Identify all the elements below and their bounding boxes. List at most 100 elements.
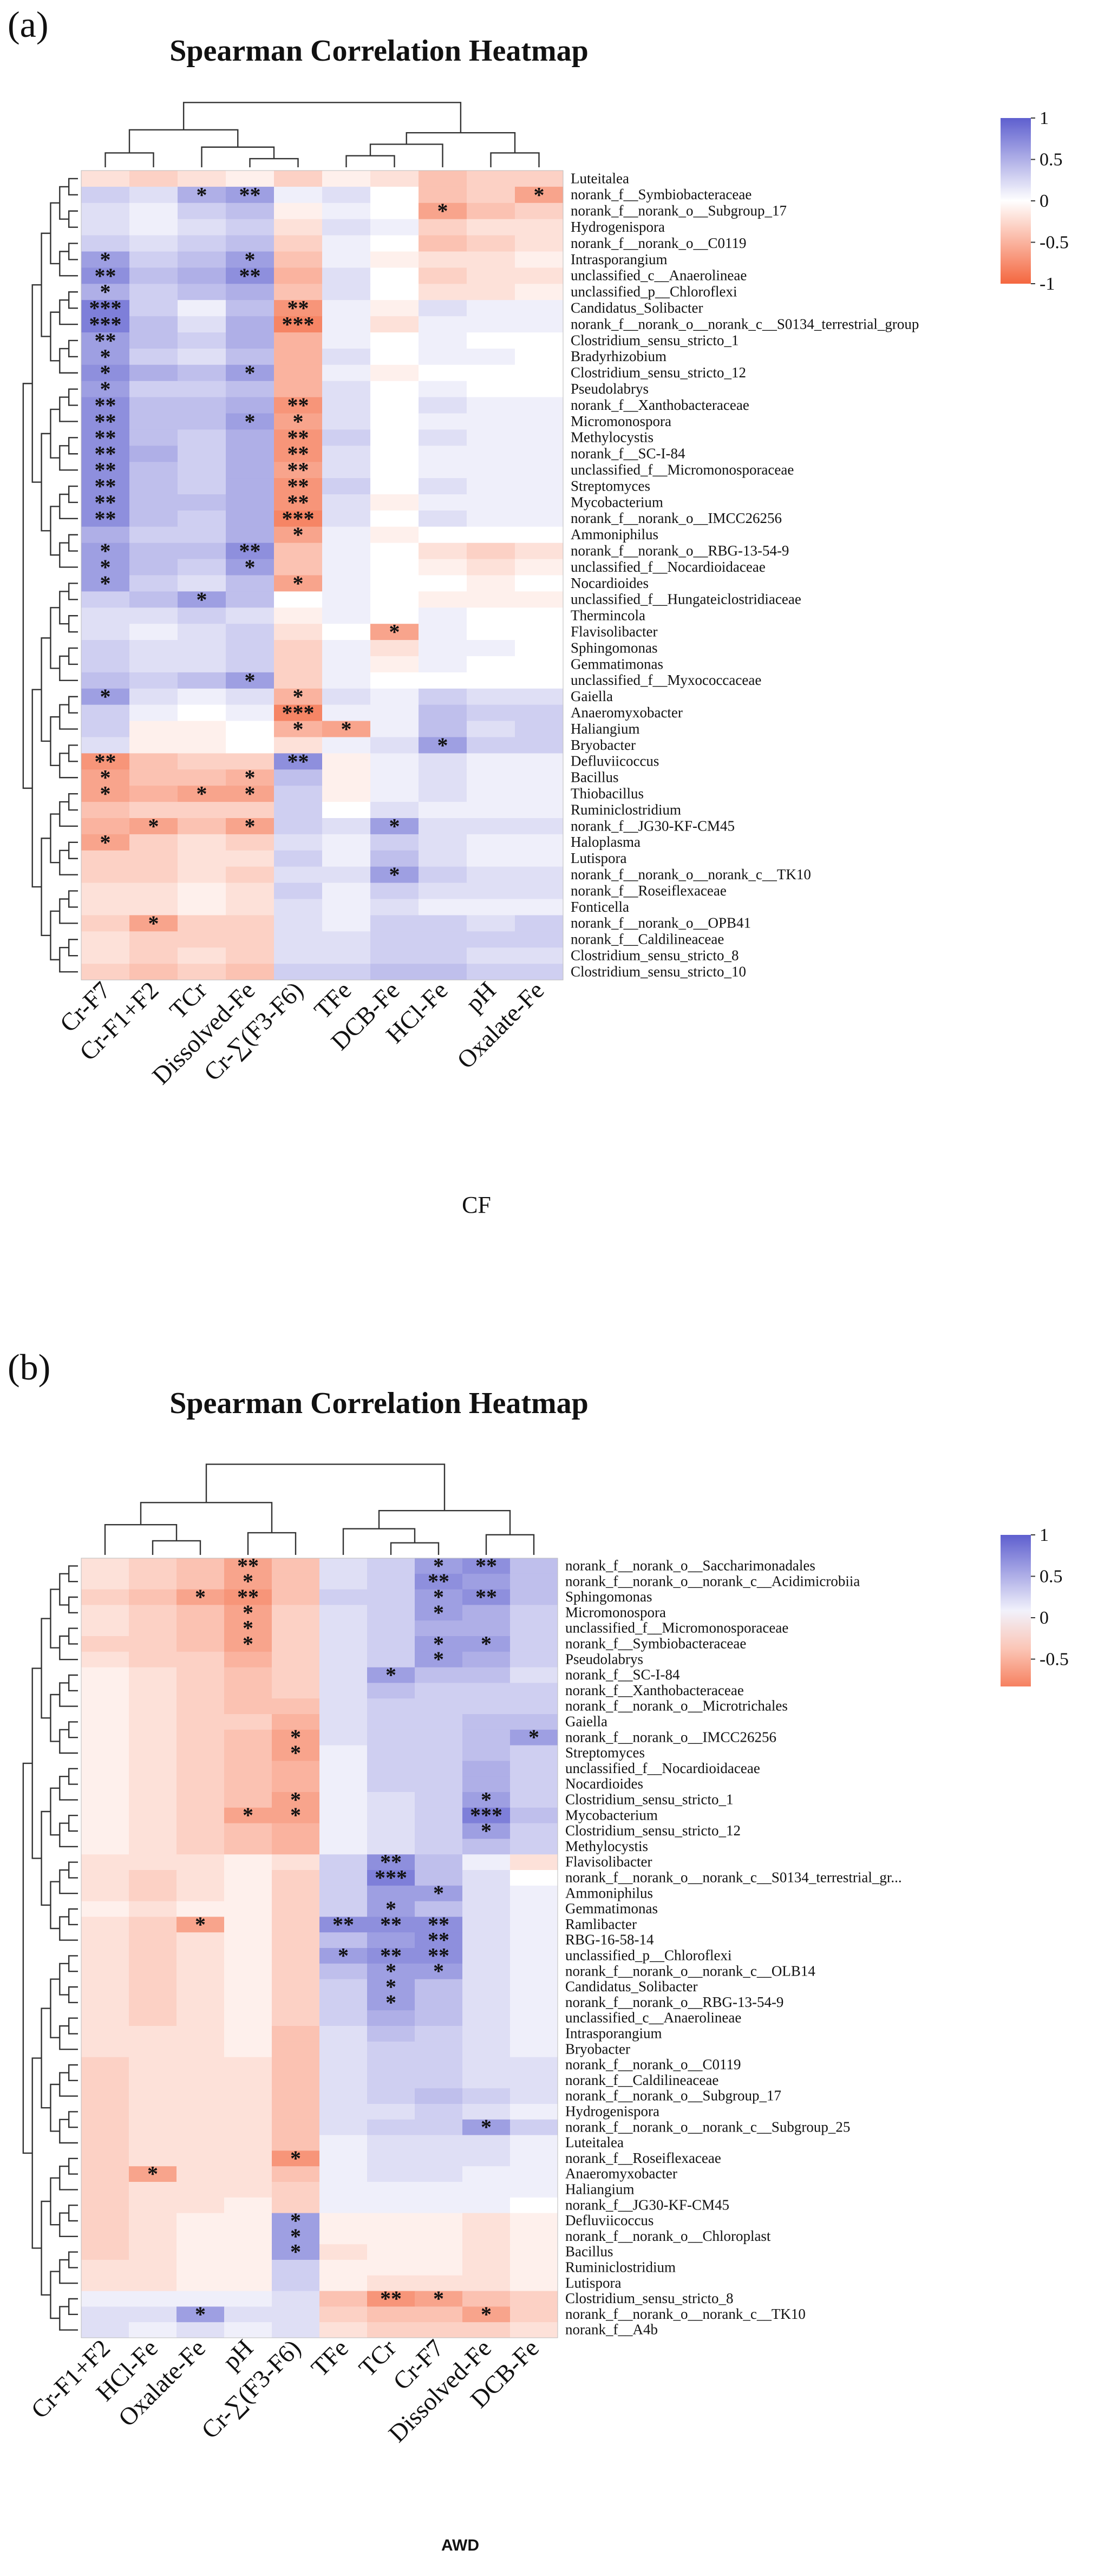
heatmap-cell xyxy=(81,2244,129,2260)
significance-mark: * xyxy=(341,717,352,741)
heatmap-cell xyxy=(226,802,275,819)
heatmap-cell xyxy=(272,2322,320,2338)
heatmap-cell xyxy=(177,1589,225,1605)
heatmap-cell xyxy=(462,2182,511,2198)
heatmap-cell xyxy=(367,2135,415,2151)
heatmap-cell xyxy=(462,1667,511,1683)
significance-mark: * xyxy=(433,1600,444,1625)
heatmap-cell xyxy=(81,2104,129,2120)
row-label: unclassified_f__Nocardioidaceae xyxy=(571,559,766,575)
heatmap-cell xyxy=(81,1573,129,1590)
row-dendrogram-branch xyxy=(31,1668,42,1859)
heatmap-cell xyxy=(178,559,226,576)
heatmap-cell xyxy=(367,1683,415,1699)
heatmap-cell xyxy=(177,2135,225,2151)
heatmap-cell xyxy=(129,2291,177,2307)
heatmap-cell xyxy=(177,2322,225,2338)
heatmap-cell xyxy=(370,931,419,948)
heatmap-cell xyxy=(274,542,323,560)
heatmap-cell xyxy=(370,591,419,608)
heatmap-cell xyxy=(462,2041,511,2058)
heatmap-cell xyxy=(226,964,275,980)
row-dendrogram-branch xyxy=(59,704,78,730)
heatmap-cell xyxy=(129,915,178,932)
row-dendrogram-branch xyxy=(68,1815,78,1832)
heatmap-cell xyxy=(367,1963,415,1980)
heatmap-cell xyxy=(129,332,178,349)
heatmap-cell xyxy=(224,1651,272,1668)
heatmap-cell xyxy=(81,882,130,899)
heatmap-cell xyxy=(462,1963,511,1980)
heatmap-cell xyxy=(272,1651,320,1668)
heatmap-cell xyxy=(272,1901,320,1917)
heatmap-cell xyxy=(415,2197,463,2214)
heatmap-cell xyxy=(178,202,226,220)
significance-mark: * xyxy=(100,555,111,579)
row-dendrogram-branch xyxy=(59,655,78,682)
heatmap-cell xyxy=(272,1870,320,1886)
heatmap-cell xyxy=(462,1917,511,1933)
heatmap-cell xyxy=(415,2057,463,2073)
heatmap-cell xyxy=(178,316,226,333)
row-label: Streptomyces xyxy=(571,478,650,494)
significance-mark: * xyxy=(389,814,400,838)
row-dendrogram-branch xyxy=(68,291,78,309)
heatmap-cell xyxy=(319,1729,368,1746)
heatmap-cell xyxy=(129,397,178,414)
heatmap-cell xyxy=(226,704,275,722)
heatmap-cell xyxy=(515,818,564,835)
heatmap-cell xyxy=(178,575,226,592)
significance-mark: * xyxy=(100,280,111,304)
heatmap-cell xyxy=(81,1558,129,1574)
row-dendrogram-branch xyxy=(41,2008,51,2109)
heatmap-cell xyxy=(370,834,419,851)
heatmap-cell xyxy=(419,381,467,398)
heatmap-cell xyxy=(129,947,178,964)
heatmap-cell xyxy=(224,2228,272,2245)
heatmap-cell xyxy=(415,1792,463,1808)
heatmap-cell xyxy=(322,591,371,608)
heatmap-cell xyxy=(178,802,226,819)
heatmap-cell xyxy=(370,171,419,187)
row-label: norank_f__A4b xyxy=(565,2322,658,2338)
heatmap-cell xyxy=(515,251,564,268)
heatmap-cell xyxy=(178,866,226,884)
heatmap-cell xyxy=(129,1807,177,1824)
heatmap-cell xyxy=(178,915,226,932)
heatmap-cell xyxy=(274,834,323,851)
heatmap-cell xyxy=(319,2135,368,2151)
heatmap-cell xyxy=(177,2088,225,2104)
heatmap-cell xyxy=(415,2010,463,2026)
heatmap-cell xyxy=(467,624,515,640)
row-dendrogram-branch xyxy=(41,232,51,337)
heatmap-cell xyxy=(419,786,467,802)
heatmap-cell xyxy=(322,446,371,462)
heatmap-cell xyxy=(319,1854,368,1871)
heatmap-cell xyxy=(178,494,226,511)
heatmap-cell xyxy=(322,348,371,365)
heatmap-cell xyxy=(81,381,130,398)
heatmap-cell xyxy=(129,300,178,317)
significance-mark: * xyxy=(481,2115,492,2139)
heatmap-cell xyxy=(81,235,130,252)
heatmap-cell xyxy=(319,2322,368,2338)
heatmap-cell xyxy=(178,251,226,268)
row-dendrogram-branch xyxy=(68,1721,78,1738)
heatmap-cell xyxy=(226,381,275,398)
heatmap-cell xyxy=(370,381,419,398)
colorbar-tick-label: 0 xyxy=(1040,1608,1049,1628)
row-label: norank_f__SC-I-84 xyxy=(571,446,685,462)
heatmap-cell xyxy=(177,2228,225,2245)
heatmap-cell xyxy=(370,964,419,980)
heatmap-cell xyxy=(226,753,275,770)
heatmap-cell xyxy=(510,1995,558,2011)
heatmap-cell xyxy=(177,1667,225,1683)
row-label: norank_f__norank_o__Subgroup_17 xyxy=(565,2088,781,2104)
heatmap-cell xyxy=(226,171,275,187)
heatmap-cell xyxy=(319,1589,368,1605)
heatmap-cell xyxy=(319,2213,368,2229)
heatmap-cell xyxy=(515,624,564,640)
heatmap-cell xyxy=(462,1573,511,1590)
heatmap-cell xyxy=(178,624,226,640)
heatmap-cell xyxy=(370,478,419,495)
